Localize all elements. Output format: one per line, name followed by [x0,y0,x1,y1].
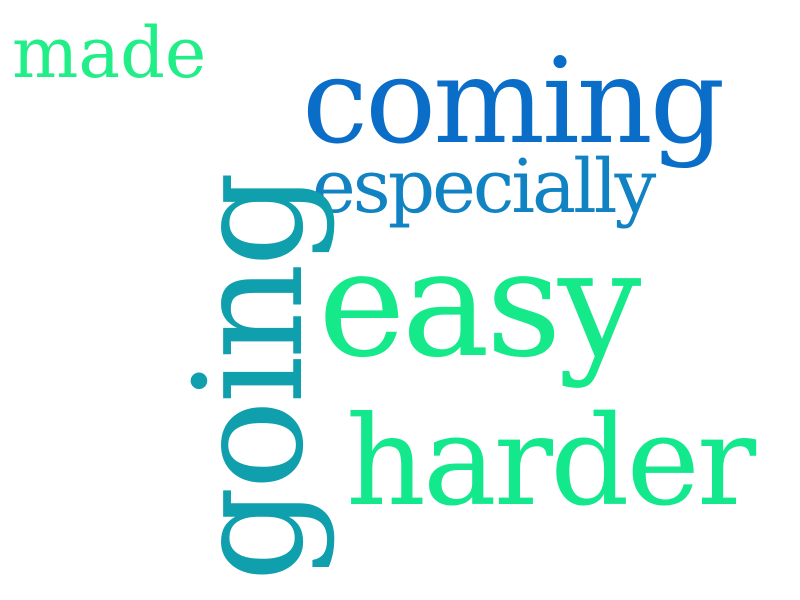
word-harder: harder [346,390,756,534]
word-coming: coming [302,32,725,170]
word-made: made [12,12,207,94]
word-especially: especially [312,144,656,230]
word-easy: easy [318,218,641,390]
word-going: going [163,175,337,582]
